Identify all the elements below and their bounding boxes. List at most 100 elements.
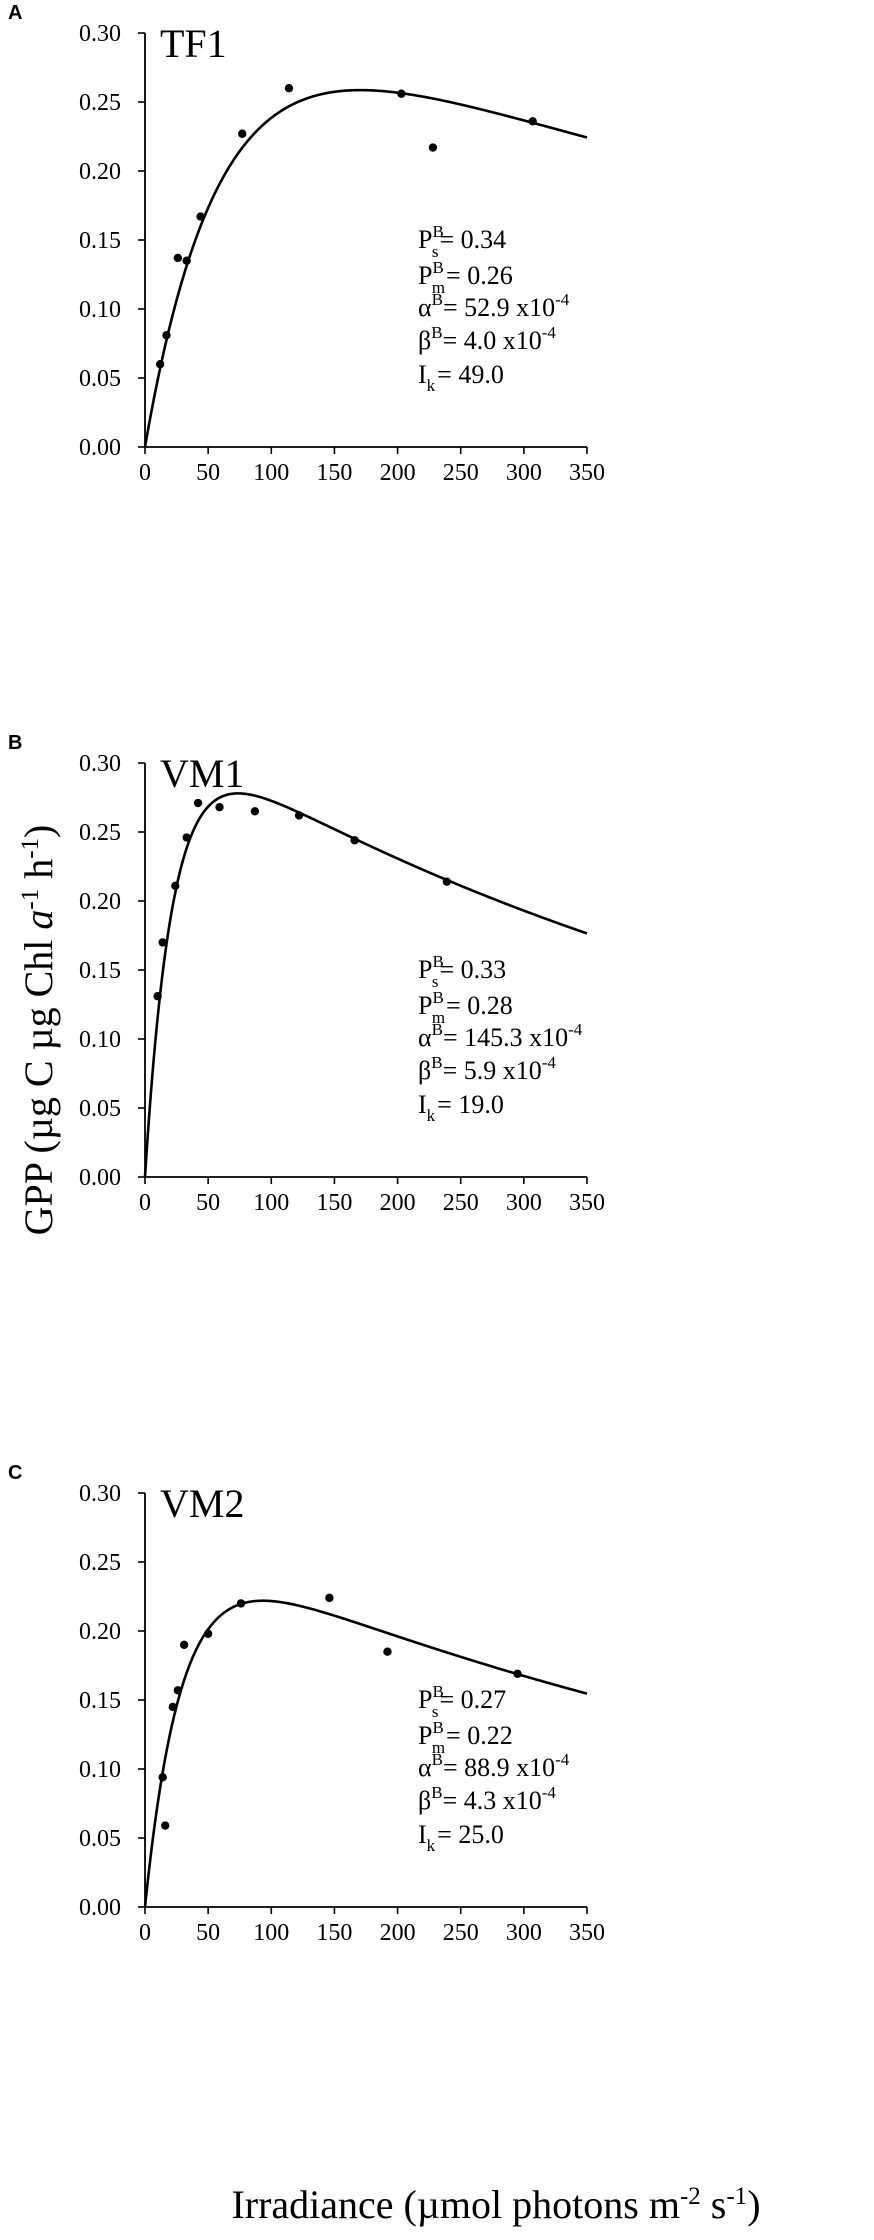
y-tick-label: 0.05 bbox=[79, 366, 121, 392]
fit-curve bbox=[143, 1599, 588, 1908]
y-tick-label: 0.25 bbox=[79, 820, 121, 846]
parameter-annotation: PB m= 0.22 bbox=[418, 1718, 513, 1757]
y-tick-label: 0.30 bbox=[79, 1481, 121, 1507]
parameter-annotation: Ik= 49.0 bbox=[418, 360, 504, 395]
y-tick-label: 0.30 bbox=[79, 21, 121, 47]
x-tick-label: 50 bbox=[196, 1920, 220, 1946]
x-tick-label: 50 bbox=[196, 460, 220, 486]
parameter-annotation: PB s= 0.33 bbox=[418, 952, 506, 991]
y-tick-label: 0.00 bbox=[79, 435, 121, 461]
x-tick-label: 50 bbox=[196, 1190, 220, 1216]
fit-curve bbox=[143, 792, 588, 1178]
x-tick-label: 250 bbox=[443, 460, 479, 486]
parameter-annotation: PB m= 0.28 bbox=[418, 988, 513, 1027]
data-point bbox=[325, 1593, 334, 1603]
x-tick-label: 0 bbox=[139, 460, 151, 486]
data-point bbox=[528, 117, 537, 126]
x-axis-label: Irradiance (µmol photons m-2 s-1) bbox=[231, 2182, 760, 2227]
data-point bbox=[168, 1702, 177, 1712]
y-tick-label: 0.05 bbox=[79, 1826, 121, 1852]
x-tick-label: 100 bbox=[253, 1190, 289, 1216]
x-tick-label: 350 bbox=[569, 1190, 605, 1216]
data-point bbox=[182, 833, 191, 842]
x-tick-label: 300 bbox=[506, 1920, 542, 1946]
x-tick-label: 0 bbox=[139, 1920, 151, 1946]
x-tick-label: 300 bbox=[506, 1190, 542, 1216]
x-tick-label: 150 bbox=[316, 1190, 352, 1216]
data-point bbox=[161, 1821, 170, 1830]
y-tick-label: 0.15 bbox=[79, 1688, 121, 1714]
data-point bbox=[350, 836, 359, 845]
y-tick-label: 0.20 bbox=[79, 889, 121, 915]
y-tick-label: 0.30 bbox=[79, 751, 121, 777]
x-tick-label: 100 bbox=[253, 460, 289, 486]
x-tick-label: 200 bbox=[380, 460, 416, 486]
x-tick-label: 350 bbox=[569, 460, 605, 486]
panel-title: VM1 bbox=[160, 751, 244, 796]
y-tick-label: 0.15 bbox=[79, 228, 121, 254]
x-tick-label: 100 bbox=[253, 1920, 289, 1946]
panel-b: B VM1 0.00 0.05 0.10 0.15 0.20 0.25 0.30 0 50 100 15… bbox=[8, 732, 605, 1216]
panel-letter: C bbox=[8, 1462, 22, 1484]
parameter-annotation: βB= 4.3 x10-4 bbox=[418, 1783, 556, 1815]
parameter-annotation: αB= 52.9 x10-4 bbox=[418, 290, 570, 322]
data-point bbox=[428, 143, 438, 152]
x-tick-label: 0 bbox=[139, 1190, 151, 1216]
y-tick-label: 0.05 bbox=[79, 1096, 121, 1122]
data-point bbox=[442, 877, 452, 886]
panel-c: C VM2 0.00 0.05 0.10 0.15 0.20 0.25 0.30 0 50 100 15… bbox=[8, 1462, 605, 1946]
data-point bbox=[155, 360, 165, 369]
y-tick-label: 0.10 bbox=[79, 1757, 121, 1783]
data-point bbox=[162, 331, 171, 340]
data-point bbox=[215, 802, 224, 812]
fit-curve bbox=[143, 88, 588, 448]
parameter-annotation: βB= 5.9 x10-4 bbox=[418, 1053, 556, 1085]
x-tick-label: 150 bbox=[316, 460, 352, 486]
data-point bbox=[173, 253, 183, 263]
parameter-annotation: PB s= 0.34 bbox=[418, 222, 506, 261]
data-point bbox=[196, 212, 205, 221]
data-point bbox=[238, 129, 247, 138]
data-point bbox=[158, 1773, 167, 1782]
x-tick-label: 250 bbox=[443, 1190, 479, 1216]
panel-a: A TF1 0.00 0.05 0.10 0.15 0.20 0.25 0.30 0 50 100 15… bbox=[8, 2, 605, 486]
data-point bbox=[294, 811, 304, 820]
data-point bbox=[153, 992, 162, 1001]
y-tick-label: 0.25 bbox=[79, 90, 121, 116]
x-tick-label: 300 bbox=[506, 460, 542, 486]
data-point bbox=[397, 89, 406, 98]
y-axis-label: GPP (µg C µg Chl a-1 h-1) bbox=[16, 825, 61, 1236]
x-tick-label: 200 bbox=[380, 1190, 416, 1216]
parameter-annotation: αB= 88.9 x10-4 bbox=[418, 1750, 570, 1782]
y-tick-label: 0.10 bbox=[79, 1027, 121, 1053]
data-point bbox=[182, 256, 191, 265]
y-tick-label: 0.00 bbox=[79, 1165, 121, 1191]
y-tick-label: 0.20 bbox=[79, 1619, 121, 1645]
y-tick-label: 0.20 bbox=[79, 159, 121, 185]
x-tick-label: 250 bbox=[443, 1920, 479, 1946]
parameter-annotation: βB= 4.0 x10-4 bbox=[418, 323, 556, 355]
data-point bbox=[513, 1669, 522, 1678]
data-point bbox=[383, 1647, 392, 1656]
parameter-annotation: PB m= 0.26 bbox=[418, 258, 513, 297]
panel-title: VM2 bbox=[160, 1481, 244, 1526]
parameter-annotation: Ik= 19.0 bbox=[418, 1090, 504, 1125]
data-point bbox=[284, 84, 294, 93]
parameter-annotation: PB s= 0.27 bbox=[418, 1682, 506, 1721]
data-point bbox=[179, 1640, 189, 1650]
panel-letter: A bbox=[8, 2, 22, 24]
y-tick-label: 0.15 bbox=[79, 958, 121, 984]
data-point bbox=[171, 881, 180, 891]
panel-letter: B bbox=[8, 732, 22, 754]
y-tick-label: 0.10 bbox=[79, 297, 121, 323]
data-point bbox=[158, 938, 167, 947]
data-point bbox=[250, 807, 260, 816]
data-point bbox=[203, 1629, 213, 1638]
data-point bbox=[236, 1599, 246, 1608]
x-tick-label: 150 bbox=[316, 1920, 352, 1946]
y-tick-label: 0.00 bbox=[79, 1895, 121, 1921]
y-tick-label: 0.25 bbox=[79, 1550, 121, 1576]
parameter-annotation: Ik= 25.0 bbox=[418, 1820, 504, 1855]
data-point bbox=[193, 798, 203, 808]
